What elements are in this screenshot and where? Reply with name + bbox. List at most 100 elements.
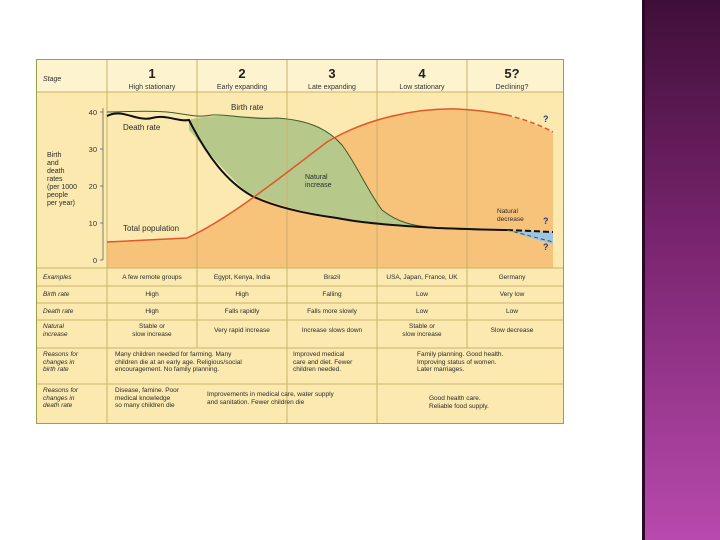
cell-line: Later marriages. bbox=[417, 366, 465, 373]
stage-1-number: 1 bbox=[148, 66, 156, 81]
figure-svg bbox=[37, 60, 563, 423]
y-tick: 30 bbox=[88, 145, 97, 154]
stage-4-name: Low stationary bbox=[399, 84, 445, 91]
y-label-line: per year) bbox=[47, 200, 76, 207]
row-label-birth-rate: Birth rate bbox=[43, 291, 70, 298]
y-tick: 40 bbox=[88, 108, 97, 117]
birth-rate-dashed bbox=[506, 229, 554, 243]
natural-decrease-area bbox=[507, 230, 553, 244]
y-label-line: Birth bbox=[47, 152, 62, 159]
slide-decoration-edge bbox=[642, 0, 645, 540]
y-label-line: rates bbox=[47, 176, 63, 183]
cell-line: Improvements in medical care, water supp… bbox=[207, 391, 334, 398]
row-label-reasons-death: Reasons for changes in death rate bbox=[43, 387, 78, 410]
cell-line: Disease, famine. Poor bbox=[115, 387, 179, 394]
examples-stage-5: Germany bbox=[498, 274, 526, 281]
examples-stage-4: USA, Japan, France, UK bbox=[386, 274, 458, 281]
cell-line: Reliable food supply. bbox=[429, 402, 489, 410]
death-rate-stage-5: Low bbox=[506, 308, 518, 315]
birth-rate-stage-5: Very low bbox=[499, 291, 525, 298]
death-rate-stage-3: Falls more slowly bbox=[307, 308, 357, 315]
stage-5-number: 5? bbox=[504, 66, 520, 81]
cell-line: and sanitation. Fewer children die bbox=[207, 398, 305, 406]
stage-1-name: High stationary bbox=[128, 84, 176, 91]
question-mark: ? bbox=[543, 114, 549, 124]
row-label-line: changes in bbox=[43, 394, 75, 402]
y-axis-label: Birth and death rates (per 1000 people p… bbox=[47, 152, 77, 208]
row-label-line: Natural bbox=[43, 323, 64, 330]
examples-stage-1: A few remote groups bbox=[122, 274, 182, 281]
row-label-examples: Examples bbox=[43, 274, 72, 281]
examples-stage-3: Brazil bbox=[323, 274, 341, 281]
row-label-natural-increase: Natural increase bbox=[43, 323, 68, 338]
cell-line: Stable or bbox=[138, 323, 166, 330]
row-label-line: Reasons for bbox=[43, 351, 79, 358]
row-label-death-rate: Death rate bbox=[43, 308, 74, 315]
row-label-line: death rate bbox=[43, 402, 73, 409]
natural-increase-label: Natural increase bbox=[305, 174, 331, 190]
cell-line: encouragement. No family planning. bbox=[115, 366, 220, 373]
row-label-line: changes in bbox=[43, 358, 75, 366]
examples-stage-2: Egypt, Kenya, India bbox=[213, 274, 271, 281]
natural-increase-stage-5: Slow decrease bbox=[490, 327, 534, 334]
y-label-line: (per 1000 bbox=[47, 184, 77, 191]
natural-increase-stage-4: Stable or slow increase bbox=[377, 323, 467, 338]
natural-decrease-label: Natural decrease bbox=[497, 208, 524, 224]
reasons-birth-stage-4-5: Family planning. Good health. Improving … bbox=[417, 351, 557, 374]
cell-line: Stable or bbox=[408, 323, 436, 330]
reasons-death-stage-4-5: Good health care. Reliable food supply. bbox=[429, 395, 557, 410]
row-label-reasons-birth: Reasons for changes in birth rate bbox=[43, 351, 78, 374]
death-rate-line bbox=[106, 112, 508, 231]
death-rate-label: Death rate bbox=[123, 123, 161, 132]
death-rate-dashed bbox=[506, 229, 554, 233]
y-label-line: death bbox=[47, 168, 65, 175]
stage-3-name: Late expanding bbox=[308, 84, 356, 91]
y-axis-ticks bbox=[100, 111, 103, 261]
y-label-line: people bbox=[47, 192, 69, 199]
reasons-birth-stage-3: Improved medical care and diet. Fewer ch… bbox=[293, 351, 377, 374]
total-population-label: Total population bbox=[123, 224, 180, 233]
stage-5-name: Declining? bbox=[495, 84, 529, 91]
birth-rate-stage-1: High bbox=[145, 291, 159, 298]
cell-line: children needed. bbox=[293, 366, 342, 373]
natural-decrease-line: Natural bbox=[497, 208, 518, 215]
stage-2-number: 2 bbox=[238, 66, 246, 81]
reasons-death-stage-1: Disease, famine. Poor medical knowledge … bbox=[115, 387, 205, 410]
natural-increase-line: Natural bbox=[305, 174, 328, 181]
cell-line: Family planning. Good health. bbox=[417, 351, 504, 358]
cell-line: so many children die bbox=[115, 402, 175, 409]
natural-increase-stage-1: Stable or slow increase bbox=[107, 323, 197, 338]
cell-line: Many children needed for farming. Many bbox=[115, 351, 232, 358]
natural-increase-stage-2: Very rapid increase bbox=[214, 327, 270, 334]
death-rate-stage-1: High bbox=[145, 308, 159, 315]
birth-rate-label: Birth rate bbox=[231, 103, 264, 112]
cell-line: medical knowledge bbox=[115, 394, 171, 402]
demographic-transition-figure: Stage 1 High stationary 2 Early expandin… bbox=[36, 59, 564, 424]
question-mark: ? bbox=[543, 216, 549, 226]
row-label-line: increase bbox=[43, 330, 68, 338]
stage-label: Stage bbox=[43, 76, 62, 83]
column-dividers bbox=[37, 60, 563, 423]
y-label-line: and bbox=[47, 160, 59, 167]
total-population-line bbox=[106, 108, 508, 243]
slide-decoration-bar bbox=[642, 0, 720, 540]
cell-line: Good health care. bbox=[429, 395, 481, 402]
row-label-line: birth rate bbox=[43, 366, 69, 373]
death-rate-stage-2: Falls rapidly bbox=[224, 308, 260, 315]
reasons-birth-stage-1-2: Many children needed for farming. Many c… bbox=[115, 351, 285, 374]
stage-2-name: Early expanding bbox=[216, 84, 268, 91]
cell-line: children die at an early age. Religious/… bbox=[115, 358, 242, 366]
cell-line: slow increase bbox=[132, 330, 172, 338]
birth-rate-stage-2: High bbox=[235, 291, 249, 298]
natural-increase-line: increase bbox=[305, 182, 332, 189]
y-tick: 10 bbox=[88, 219, 97, 228]
birth-rate-stage-4: Low bbox=[416, 291, 428, 298]
header-band bbox=[37, 60, 563, 92]
cell-line: Improved medical bbox=[293, 351, 345, 358]
natural-decrease-line: decrease bbox=[497, 216, 524, 223]
question-mark: ? bbox=[543, 242, 549, 252]
stage-3-number: 3 bbox=[328, 66, 336, 81]
death-rate-stage-4: Low bbox=[416, 308, 428, 315]
row-label-line: Reasons for bbox=[43, 387, 79, 394]
y-tick: 20 bbox=[88, 182, 97, 191]
